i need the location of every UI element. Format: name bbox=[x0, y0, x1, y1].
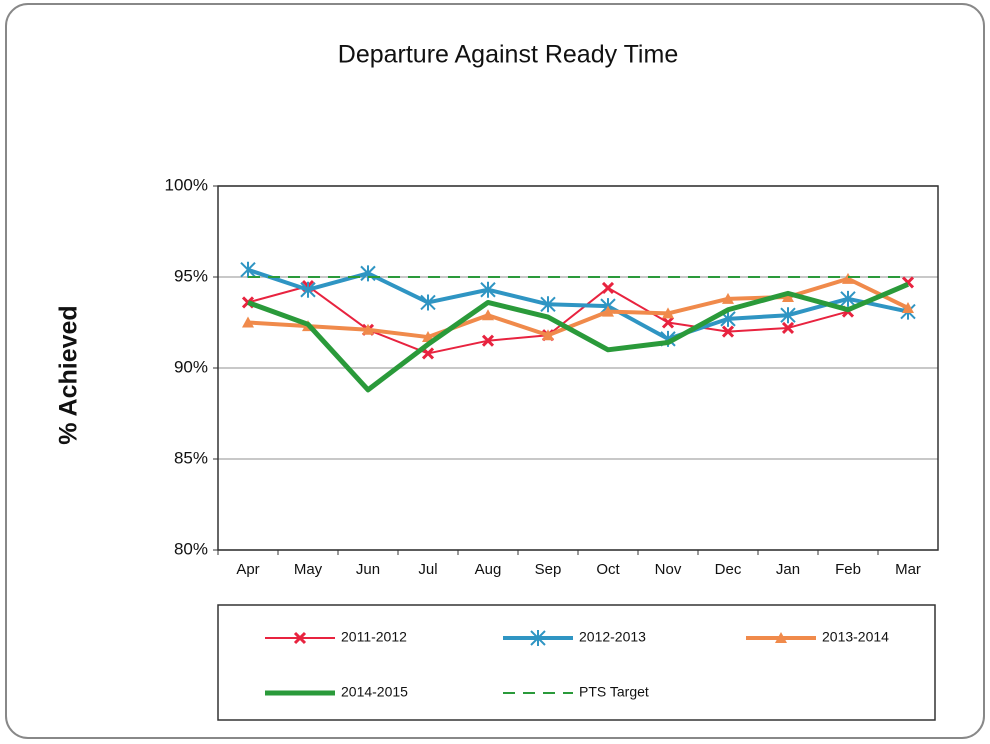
y-tick-label: 80% bbox=[174, 539, 208, 558]
x-tick-label: Feb bbox=[835, 561, 861, 578]
marker bbox=[602, 305, 614, 317]
x-tick-label: Jul bbox=[418, 561, 437, 578]
marker bbox=[540, 296, 556, 313]
x-tick-label: Jan bbox=[776, 561, 800, 578]
marker bbox=[293, 631, 307, 645]
y-tick-label: 95% bbox=[174, 266, 208, 285]
marker bbox=[782, 291, 794, 303]
marker bbox=[482, 309, 494, 321]
x-tick-label: Sep bbox=[535, 561, 562, 578]
series-line bbox=[247, 281, 909, 393]
marker bbox=[480, 281, 496, 298]
marker bbox=[662, 307, 674, 319]
legend-label: 2014-2015 bbox=[341, 684, 408, 700]
y-tick-label: 85% bbox=[174, 448, 208, 467]
legend-label: 2013-2014 bbox=[822, 629, 889, 645]
marker bbox=[780, 307, 796, 324]
x-tick-label: Apr bbox=[236, 561, 259, 578]
marker bbox=[542, 329, 554, 341]
marker bbox=[530, 630, 546, 646]
marker bbox=[601, 281, 615, 294]
series-line bbox=[247, 281, 909, 355]
legend-label: 2011-2012 bbox=[341, 629, 407, 645]
marker bbox=[420, 294, 436, 311]
marker bbox=[421, 347, 435, 360]
x-tick-label: May bbox=[294, 561, 323, 578]
legend-box bbox=[217, 604, 936, 721]
marker bbox=[840, 290, 856, 307]
marker bbox=[362, 323, 374, 335]
x-tick-label: Jun bbox=[356, 561, 380, 578]
marker bbox=[721, 325, 735, 338]
marker bbox=[722, 292, 734, 304]
legend-label: 2012-2013 bbox=[579, 629, 646, 645]
legend-label: PTS Target bbox=[579, 684, 649, 700]
marker bbox=[360, 265, 376, 282]
marker bbox=[481, 334, 495, 347]
x-tick-label: Oct bbox=[596, 561, 620, 578]
x-tick-label: Aug bbox=[475, 561, 502, 578]
marker bbox=[661, 316, 675, 329]
marker bbox=[300, 281, 316, 298]
chart-title: Departure Against Ready Time bbox=[338, 41, 678, 69]
marker bbox=[775, 632, 787, 643]
y-tick-label: 90% bbox=[174, 357, 208, 376]
marker bbox=[842, 272, 854, 284]
marker bbox=[781, 321, 795, 335]
marker bbox=[242, 316, 254, 328]
x-tick-label: Mar bbox=[895, 561, 921, 578]
y-axis-label: % Achieved bbox=[55, 305, 83, 444]
frame bbox=[5, 3, 985, 739]
x-tick-label: Dec bbox=[715, 561, 742, 578]
marker bbox=[240, 261, 256, 278]
y-tick-label: 100% bbox=[165, 175, 208, 194]
marker bbox=[902, 301, 914, 313]
x-tick-label: Nov bbox=[655, 561, 682, 578]
